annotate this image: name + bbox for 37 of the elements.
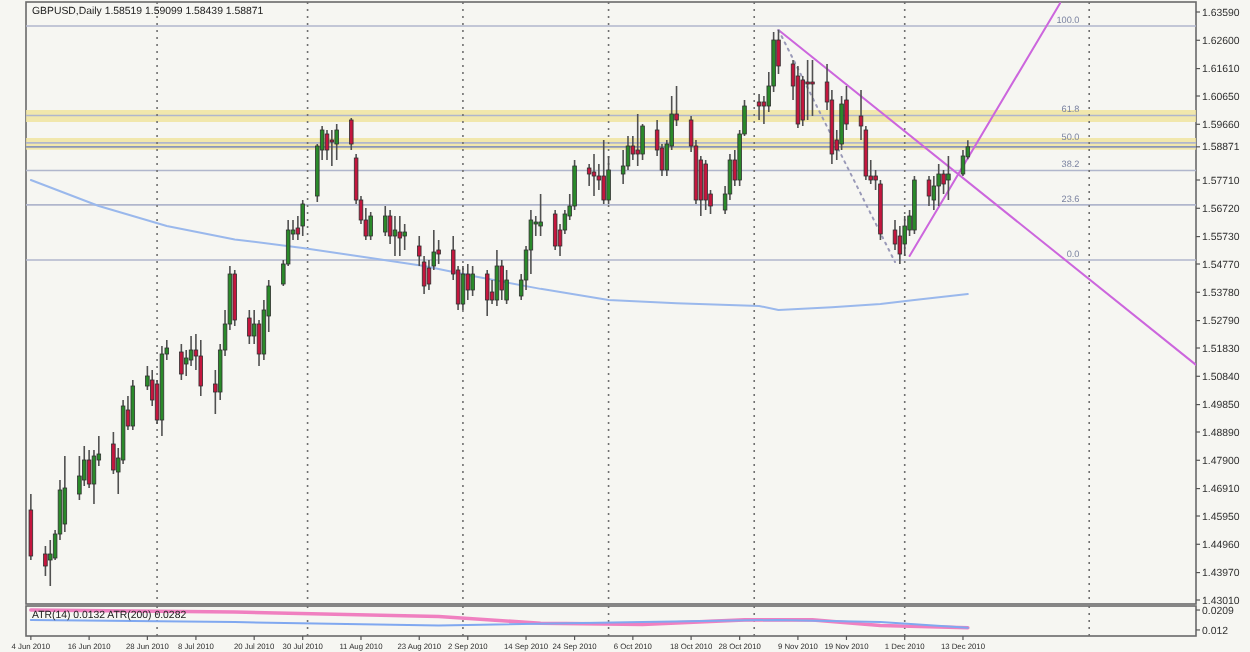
candlestick [383,205,388,237]
line-series [29,179,969,311]
candlestick [232,269,237,327]
candlestick [329,129,335,167]
candlestick [392,215,398,257]
candlestick [460,265,466,311]
candlestick [484,269,490,317]
candlestick [805,59,810,121]
candlestick [368,211,373,241]
candlestick [810,59,815,117]
candlestick [601,139,606,205]
candlestick [470,265,475,297]
candlestick [936,163,941,207]
candlestick [635,113,640,167]
candlestick [334,123,339,161]
candlestick [198,339,203,397]
candlestick [926,175,932,207]
candlestick [300,199,305,237]
candlestick [402,223,407,251]
candlestick [756,93,762,121]
candlestick [247,309,252,345]
candlestick [179,343,184,381]
candlestick [538,193,543,237]
candlestick [591,153,597,197]
candlestick [397,215,403,257]
candlestick [902,215,907,257]
candlestick [130,379,136,431]
candlestick [703,159,708,211]
candlestick [795,65,801,129]
candlestick [62,455,68,533]
candlestick [946,155,951,201]
candlestick [494,249,500,307]
line-series [29,608,970,630]
candlestick [349,117,354,151]
candlestick [324,129,330,161]
candlestick [552,209,558,251]
candlestick [28,493,34,561]
